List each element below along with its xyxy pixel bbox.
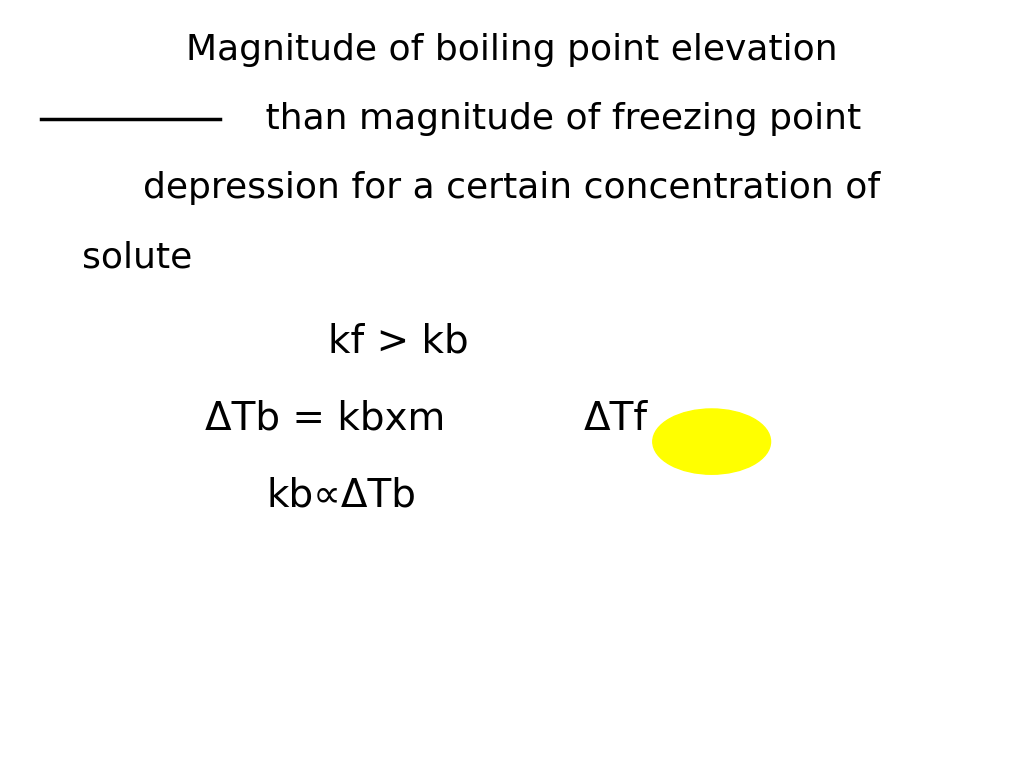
Text: ΔTb = kbxm: ΔTb = kbxm: [205, 399, 445, 438]
Ellipse shape: [653, 409, 770, 475]
Text: Magnitude of boiling point elevation: Magnitude of boiling point elevation: [186, 33, 838, 67]
Text: depression for a certain concentration of: depression for a certain concentration o…: [143, 171, 881, 205]
Text: than magnitude of freezing point: than magnitude of freezing point: [163, 102, 861, 136]
Text: kb∝ΔTb: kb∝ΔTb: [266, 476, 416, 515]
Text: ΔTf: ΔTf: [584, 399, 648, 438]
Text: kf > kb: kf > kb: [328, 323, 468, 361]
Text: solute: solute: [82, 240, 193, 274]
